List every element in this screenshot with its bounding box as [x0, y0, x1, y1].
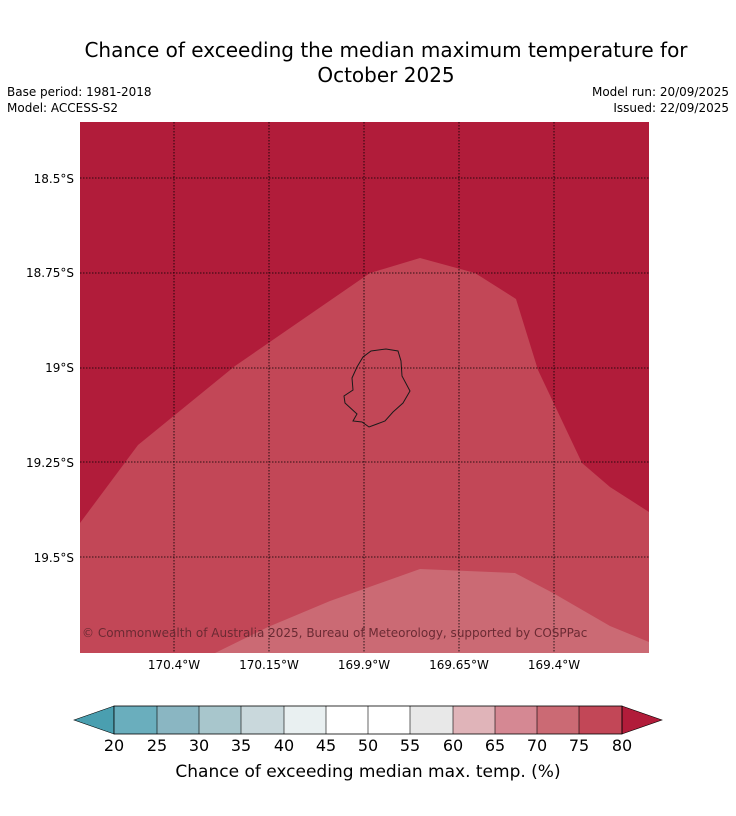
island-outline [343, 348, 411, 428]
region-75-to-80 [80, 258, 649, 653]
colorbar-bin [410, 706, 453, 734]
colorbar-low-extend [73, 705, 115, 735]
lat-label: 19.25°S [26, 456, 74, 470]
colorbar-tick: 70 [526, 736, 548, 755]
colorbar-tick: 50 [357, 736, 379, 755]
colorbar-bin [157, 706, 199, 734]
colorbar-bin [199, 706, 241, 734]
colorbar-bin [537, 706, 579, 734]
issued-date: Issued: 22/09/2025 [613, 101, 729, 115]
model-run: Model run: 20/09/2025 [591, 85, 729, 99]
colorbar-tick: 65 [484, 736, 506, 755]
colorbar-bin [495, 706, 537, 734]
colorbar-bin [326, 706, 368, 734]
meta-right: Model run: 20/09/2025 Issued: 22/09/2025 [592, 84, 729, 116]
lon-label: 170.15°W [239, 658, 299, 672]
colorbar-bin [241, 706, 284, 734]
lon-label: 169.9°W [337, 658, 391, 672]
colorbar-bin [368, 706, 410, 734]
title-line-2: October 2025 [317, 63, 455, 87]
colorbar-bin [114, 706, 157, 734]
colorbar-tick: 45 [315, 736, 337, 755]
copyright-notice: © Commonwealth of Australia 2025, Bureau… [82, 626, 588, 640]
lon-label: 169.65°W [429, 658, 489, 672]
colorbar-bin [579, 706, 622, 734]
colorbar-bin [284, 706, 326, 734]
colorbar-tick: 25 [146, 736, 168, 755]
colorbar-frame [113, 705, 623, 735]
map-area [80, 122, 649, 653]
lat-label: 19°S [45, 361, 74, 375]
map-title: Chance of exceeding the median maximum t… [0, 38, 736, 88]
colorbar-tick: 75 [568, 736, 590, 755]
graticule [80, 122, 649, 653]
lon-label: 169.4°W [527, 658, 581, 672]
colorbar-bin [453, 706, 495, 734]
colorbar-tick: 40 [273, 736, 295, 755]
colorbar-dividers [156, 706, 580, 734]
colorbar-tick: 35 [230, 736, 252, 755]
lat-label: 18.5°S [33, 172, 74, 186]
region-70-to-75 [215, 569, 649, 653]
lon-label: 170.4°W [147, 658, 201, 672]
colorbar-tick: 60 [442, 736, 464, 755]
colorbar [73, 705, 663, 735]
colorbar-tick: 55 [399, 736, 421, 755]
lat-label: 19.5°S [33, 551, 74, 565]
meta-left: Base period: 1981-2018 Model: ACCESS-S2 [7, 84, 152, 116]
model-name: Model: ACCESS-S2 [7, 101, 119, 115]
lat-label: 18.75°S [26, 266, 74, 280]
colorbar-tick: 80 [611, 736, 633, 755]
colorbar-high-extend [621, 705, 663, 735]
colorbar-tick: 30 [188, 736, 210, 755]
title-line-1: Chance of exceeding the median maximum t… [84, 38, 688, 62]
base-period: Base period: 1981-2018 [7, 85, 152, 99]
colorbar-label: Chance of exceeding median max. temp. (%… [175, 762, 561, 782]
colorbar-tick: 20 [103, 736, 125, 755]
